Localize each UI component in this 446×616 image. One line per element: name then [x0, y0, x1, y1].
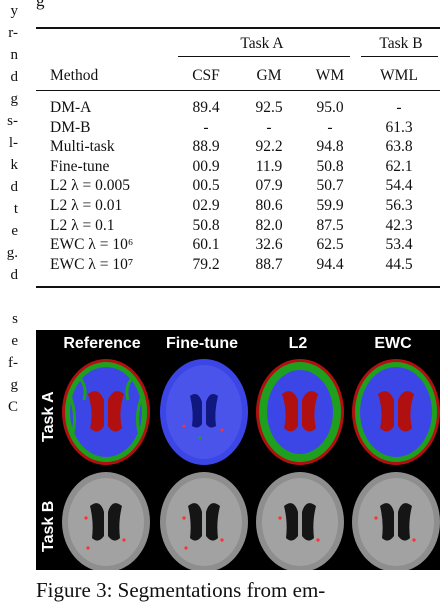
table-cell-gm: 88.7: [255, 255, 283, 273]
table-cell-wml: 53.4: [385, 236, 413, 254]
column-label-fine-tune: Fine-tune: [166, 335, 238, 352]
table-cell-gm: 92.2: [255, 138, 283, 156]
left-column-fragments: y r- n d g s- l- k d t e g. d s e f- g C: [6, 3, 18, 415]
table-cell-csf: 89.4: [192, 99, 220, 116]
col-header-wml: WML: [380, 67, 418, 84]
table-cell-csf: 79.2: [192, 255, 220, 273]
table-cell-method: L2 λ = 0.1: [50, 216, 115, 234]
figure-caption: Figure 3: Segmentations from em-: [36, 578, 326, 602]
table-bottom-rule: [36, 286, 440, 288]
brain-task-b-fine-tune: [160, 472, 248, 570]
row-label-task-a: Task A: [40, 391, 57, 442]
table-cell-method: EWC λ = 10⁶: [50, 236, 134, 254]
table-cell-method: L2 λ = 0.01: [50, 197, 123, 214]
group-header-task-a: Task A: [240, 35, 284, 52]
table-cell-gm: 11.9: [255, 157, 283, 175]
table-cell-method: Multi-task: [50, 138, 115, 156]
table-cell-method: DM-B: [50, 118, 91, 136]
table-cell-wm: 95.0: [316, 99, 344, 116]
table-cell-csf: 02.9: [192, 197, 220, 214]
segmentation-figure: Reference Fine-tune L2 EWC Task A Task B: [36, 330, 440, 570]
table-cell-wm: 50.7: [316, 177, 344, 195]
table-cell-gm: 92.5: [255, 99, 283, 116]
table-cell-csf: -: [203, 118, 209, 136]
table-cell-csf: 60.1: [192, 236, 220, 254]
top-partial-text: g: [36, 0, 45, 10]
table-cell-gm: 07.9: [255, 177, 283, 195]
table-cell-csf: 88.9: [192, 138, 220, 156]
table-cell-gm: -: [266, 118, 272, 136]
brain-task-b-ewc: [352, 472, 440, 570]
col-header-method: Method: [50, 67, 99, 84]
table-header-rule: [36, 90, 440, 91]
table-cell-method: L2 λ = 0.005: [50, 177, 130, 195]
column-label-l2: L2: [288, 335, 308, 352]
col-header-gm: GM: [256, 67, 282, 84]
table-cell-wml: 54.4: [385, 177, 413, 195]
table-cell-wm: -: [327, 118, 333, 136]
table-cell-gm: 80.6: [255, 197, 283, 214]
table-cell-method: DM-A: [50, 99, 92, 116]
column-label-ewc: EWC: [374, 335, 412, 352]
table-cell-csf: 50.8: [192, 216, 220, 234]
table-top-rule: [36, 27, 440, 29]
table-cell-method: Fine-tune: [50, 157, 110, 175]
table-cell-gm: 82.0: [255, 216, 283, 234]
table-cell-wm: 94.8: [316, 138, 344, 156]
table-cell-wm: 50.8: [316, 157, 344, 175]
brain-task-a-l2: [256, 359, 344, 465]
table-cell-wm: 94.4: [316, 255, 344, 273]
table-cell-csf: 00.9: [192, 157, 220, 175]
table-cell-wm: 87.5: [316, 216, 344, 234]
table-cell-wml: 42.3: [385, 216, 413, 234]
row-label-task-b: Task B: [40, 500, 57, 552]
brain-task-a-fine-tune: [160, 359, 248, 465]
column-label-reference: Reference: [63, 335, 141, 352]
brain-task-b-reference: [62, 472, 150, 570]
task-b-underline: [361, 56, 438, 57]
brain-task-a-reference: [62, 359, 150, 465]
brain-task-a-ewc: [352, 359, 440, 465]
table-cell-wml: -: [396, 99, 402, 116]
table-cell-csf: 00.5: [192, 177, 220, 195]
table-cell-gm: 32.6: [255, 236, 283, 254]
table-cell-wm: 59.9: [316, 197, 344, 214]
table-cell-wm: 62.5: [316, 236, 344, 254]
table-cell-wml: 63.8: [385, 138, 413, 156]
table-cell-wml: 62.1: [385, 157, 413, 175]
task-a-underline: [178, 56, 350, 57]
table-cell-wml: 44.5: [385, 255, 413, 273]
table-cell-wml: 61.3: [385, 118, 413, 136]
table-cell-wml: 56.3: [385, 197, 413, 214]
brain-task-b-l2: [256, 472, 344, 570]
col-header-csf: CSF: [192, 67, 220, 84]
col-header-wm: WM: [315, 67, 345, 84]
group-header-task-b: Task B: [379, 35, 423, 52]
table-cell-method: EWC λ = 10⁷: [50, 255, 134, 273]
